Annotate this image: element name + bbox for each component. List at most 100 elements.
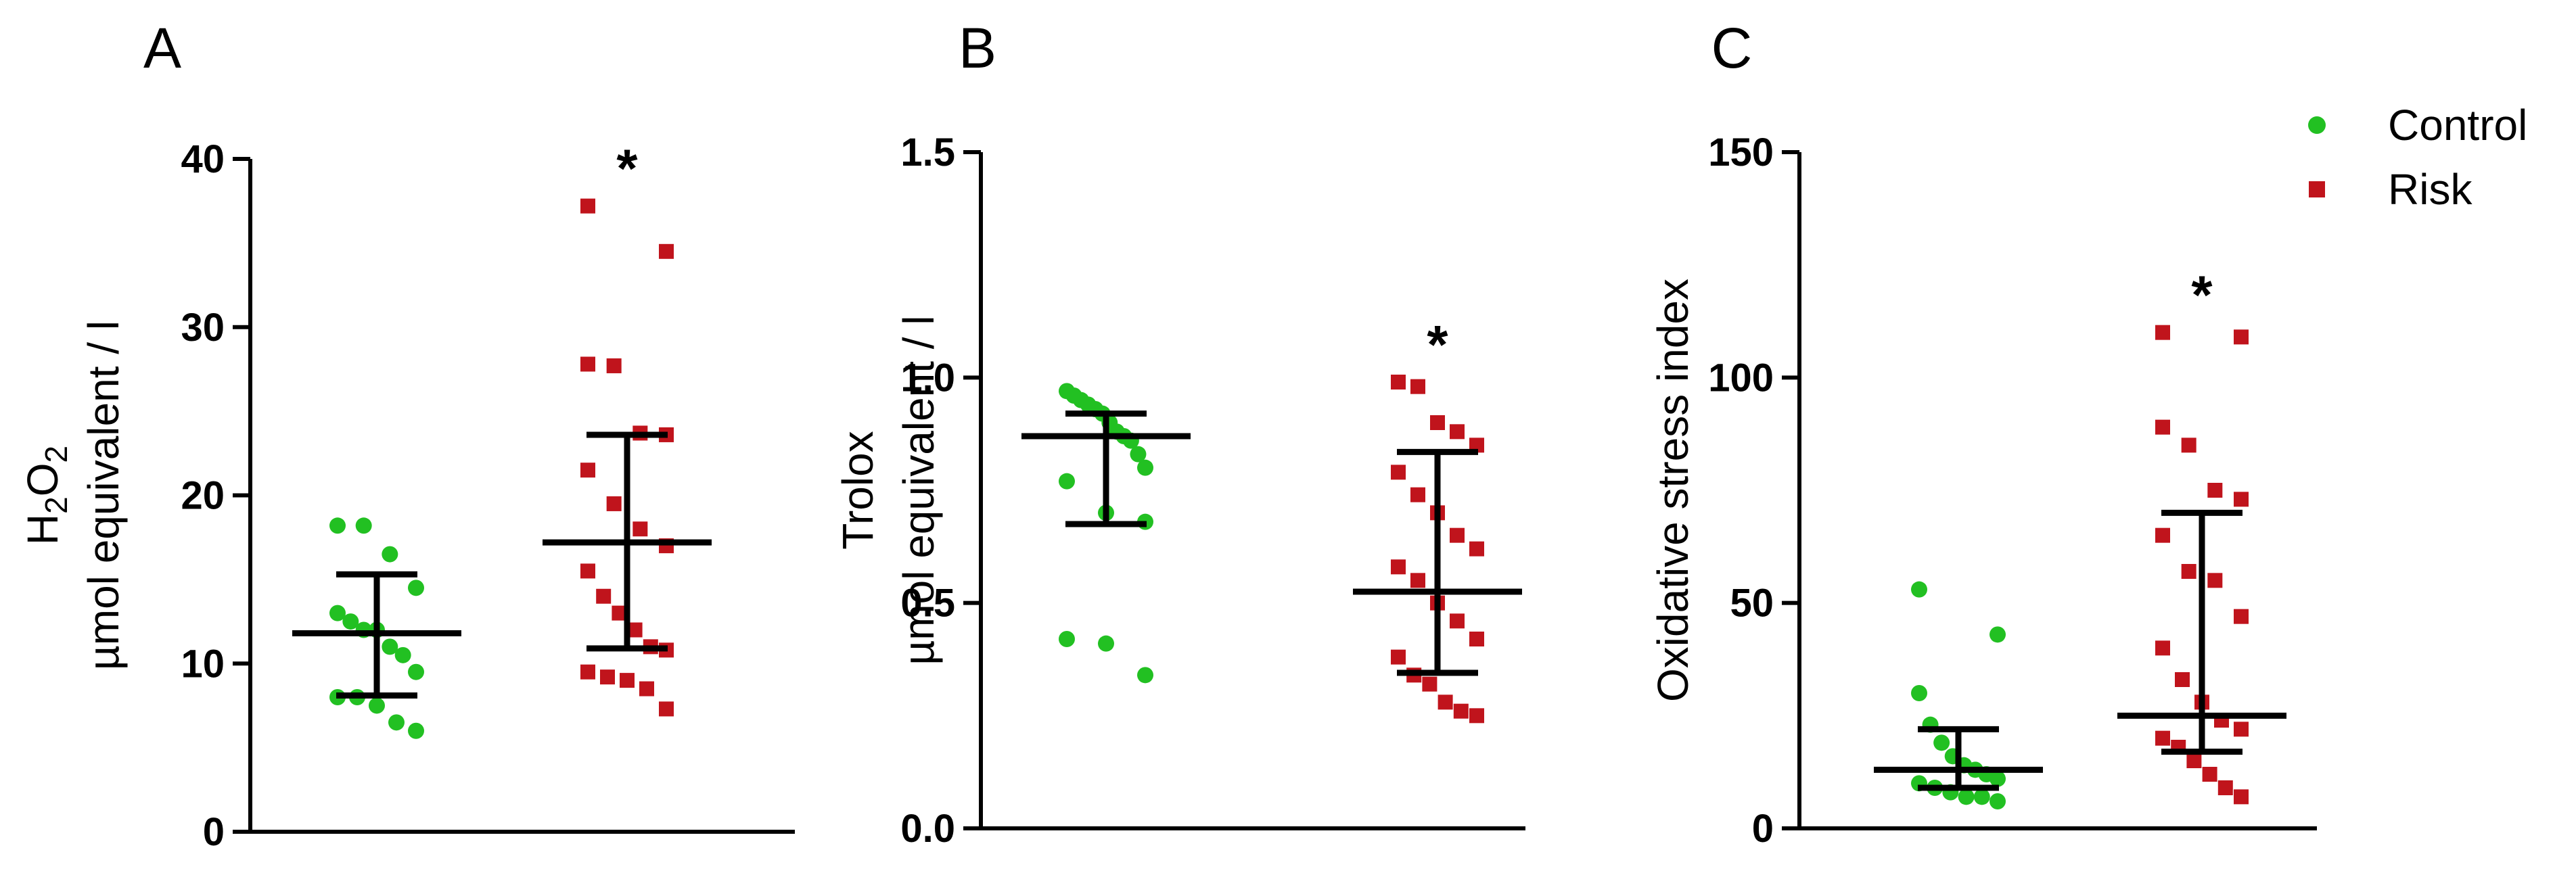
data-point: [2155, 419, 2170, 435]
data-point: [2234, 789, 2249, 805]
data-point: [639, 681, 654, 697]
legend: Control Risk: [2308, 101, 2527, 214]
data-point: [2207, 483, 2223, 498]
data-point: [394, 646, 411, 663]
data-point: [2175, 672, 2190, 687]
data-point: [1990, 626, 2006, 643]
legend-marker: [2309, 181, 2325, 197]
data-point: [1438, 694, 1453, 710]
data-point: [627, 622, 643, 638]
data-point: [580, 463, 595, 478]
data-point: [1450, 424, 1465, 440]
panel-c: C 0 50 100 150 Oxidative stress index *: [1649, 16, 2317, 851]
data-point: [329, 517, 346, 534]
y-tick-label: 100: [1708, 356, 1774, 400]
data-point: [1137, 459, 1153, 476]
y-tick-label: 0: [1752, 807, 1774, 851]
y-axis-label: Oxidative stress index: [1649, 279, 1697, 702]
series-risk: *: [543, 139, 712, 717]
data-point: [2181, 438, 2196, 453]
y-axis-label-top: Trolox: [833, 431, 882, 549]
data-point: [355, 517, 372, 534]
data-point: [2186, 753, 2202, 768]
data-point: [596, 588, 612, 604]
y-tick-label: 150: [1708, 131, 1774, 174]
data-point: [408, 580, 424, 596]
data-point: [632, 521, 648, 537]
series-risk: *: [1353, 314, 1522, 724]
y-tick-label: 0.5: [900, 582, 955, 626]
data-point: [659, 243, 674, 259]
data-point: [1098, 635, 1114, 652]
data-point: [1990, 770, 2006, 787]
panel-a: A 0 10 20 30 40 H2O2 µmol equivalent / l *: [18, 16, 795, 854]
significance-marker: *: [2191, 265, 2213, 325]
data-point: [1973, 788, 1990, 805]
data-point: [408, 663, 424, 680]
data-point: [1469, 708, 1484, 724]
data-point: [1990, 793, 2006, 809]
data-point: [1391, 465, 1406, 480]
panel-letter: B: [959, 16, 996, 80]
legend-item-risk: Risk: [2309, 165, 2472, 214]
data-point: [1410, 487, 1425, 502]
data-point: [606, 358, 622, 373]
data-point: [659, 701, 674, 717]
legend-marker: [2308, 116, 2326, 134]
data-point: [580, 563, 595, 579]
y-tick-label: 50: [1730, 582, 1774, 626]
y-tick-label: 0.0: [900, 807, 955, 851]
data-point: [1059, 631, 1075, 647]
data-point: [382, 546, 398, 563]
data-point: [580, 356, 595, 372]
data-point: [2234, 609, 2249, 624]
data-point: [1137, 667, 1153, 684]
data-point: [1410, 379, 1425, 394]
data-point: [606, 496, 622, 511]
data-point: [1391, 649, 1406, 665]
data-point: [1391, 375, 1406, 390]
data-point: [369, 697, 385, 714]
legend-item-control: Control: [2308, 101, 2527, 149]
legend-label: Risk: [2388, 165, 2472, 214]
data-point: [2155, 325, 2170, 340]
y-tick-label: 20: [181, 474, 225, 518]
y-tick-label: 30: [181, 306, 225, 350]
legend-label: Control: [2388, 101, 2527, 149]
data-point: [1469, 541, 1484, 557]
data-point: [1059, 473, 1075, 490]
significance-marker: *: [616, 139, 638, 199]
data-point: [1911, 685, 1927, 701]
data-point: [612, 605, 627, 621]
data-point: [1453, 703, 1469, 719]
data-point: [1410, 573, 1425, 588]
data-point: [600, 669, 615, 685]
data-point: [329, 605, 346, 621]
data-point: [2181, 564, 2196, 579]
panel-letter: C: [1711, 16, 1753, 80]
data-point: [580, 664, 595, 680]
y-axis-label-chem: H2O2: [18, 446, 74, 545]
data-point: [388, 714, 405, 731]
data-point: [1469, 632, 1484, 646]
data-point: [620, 673, 635, 688]
series-control: [1021, 383, 1191, 684]
data-point: [1450, 527, 1465, 543]
significance-marker: *: [1427, 314, 1448, 375]
data-point: [2234, 329, 2249, 345]
data-point: [1130, 446, 1147, 463]
data-point: [2202, 767, 2217, 782]
series-risk: *: [2117, 265, 2286, 805]
panel-letter: A: [143, 16, 181, 80]
data-point: [2155, 640, 2170, 656]
panel-b: B 0.0 0.5 1.0 1.5 Trolox µmol equivalent / l *: [833, 16, 1525, 851]
data-point: [342, 613, 359, 630]
data-point: [2207, 573, 2223, 588]
y-tick-label: 1.5: [900, 131, 955, 174]
data-point: [1422, 676, 1438, 692]
data-point: [2234, 492, 2249, 507]
y-tick-label: 40: [181, 137, 225, 181]
y-axis-label-unit: µmol equivalent / l: [79, 321, 128, 670]
data-point: [580, 198, 595, 214]
